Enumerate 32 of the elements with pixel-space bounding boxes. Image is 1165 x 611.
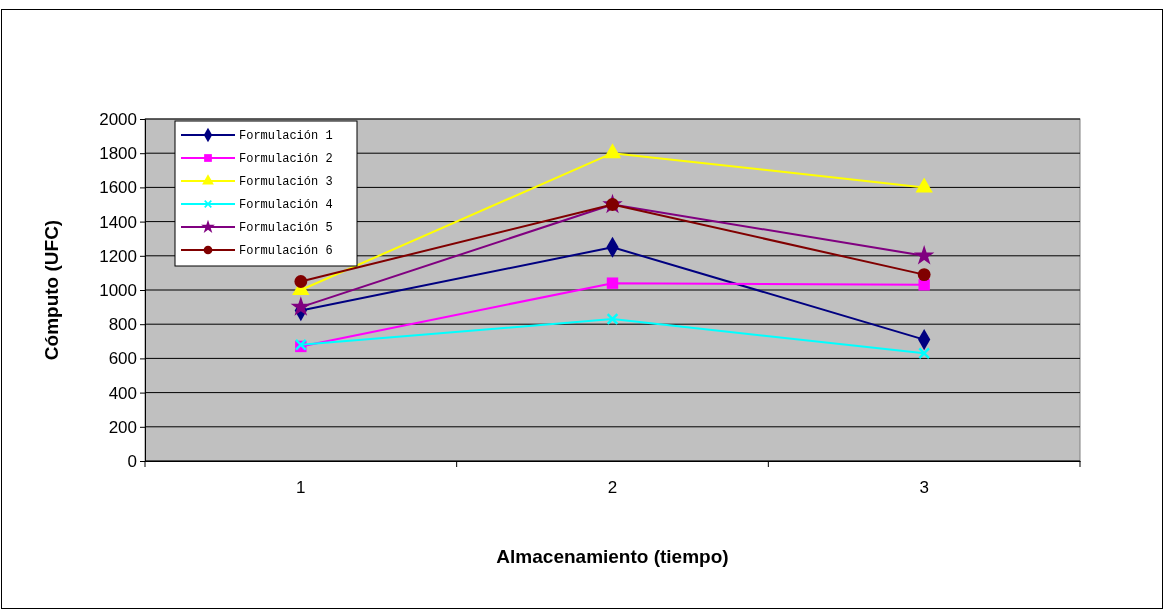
legend-label: Formulación 6 xyxy=(239,244,333,258)
point xyxy=(290,296,312,316)
legend-label: Formulación 5 xyxy=(239,221,333,235)
y-tick-label: 2000 xyxy=(99,109,137,129)
y-tick-label: 1800 xyxy=(99,144,137,164)
legend-label: Formulación 4 xyxy=(239,198,333,212)
y-tick-label: 1400 xyxy=(99,212,137,232)
legend-label: Formulación 1 xyxy=(239,129,333,143)
y-tick-label: 0 xyxy=(127,451,137,471)
x-axis-title: Almacenamiento (tiempo) xyxy=(496,546,729,567)
y-tick-label: 600 xyxy=(108,349,137,369)
point xyxy=(918,279,930,291)
x-tick-label: 1 xyxy=(296,478,306,498)
y-axis-title: Cómputo (UFC) xyxy=(41,219,62,361)
point xyxy=(915,177,933,193)
y-tick-label: 400 xyxy=(108,383,137,403)
y-tick-label: 1000 xyxy=(99,280,137,300)
y-tick-label: 800 xyxy=(108,315,137,335)
y-tick-label: 200 xyxy=(108,417,137,437)
point xyxy=(606,277,619,289)
point xyxy=(917,268,931,282)
point xyxy=(918,347,930,359)
x-tick-label: 2 xyxy=(607,478,618,498)
y-tick-label: 1200 xyxy=(99,246,137,266)
point xyxy=(606,313,619,325)
legend-label: Formulación 2 xyxy=(239,152,333,166)
point xyxy=(913,245,935,265)
x-tick-label: 3 xyxy=(919,478,929,498)
y-tick-label: 1600 xyxy=(99,178,137,198)
point xyxy=(603,143,622,159)
legend-label: Formulación 3 xyxy=(239,175,333,189)
point xyxy=(294,275,308,288)
